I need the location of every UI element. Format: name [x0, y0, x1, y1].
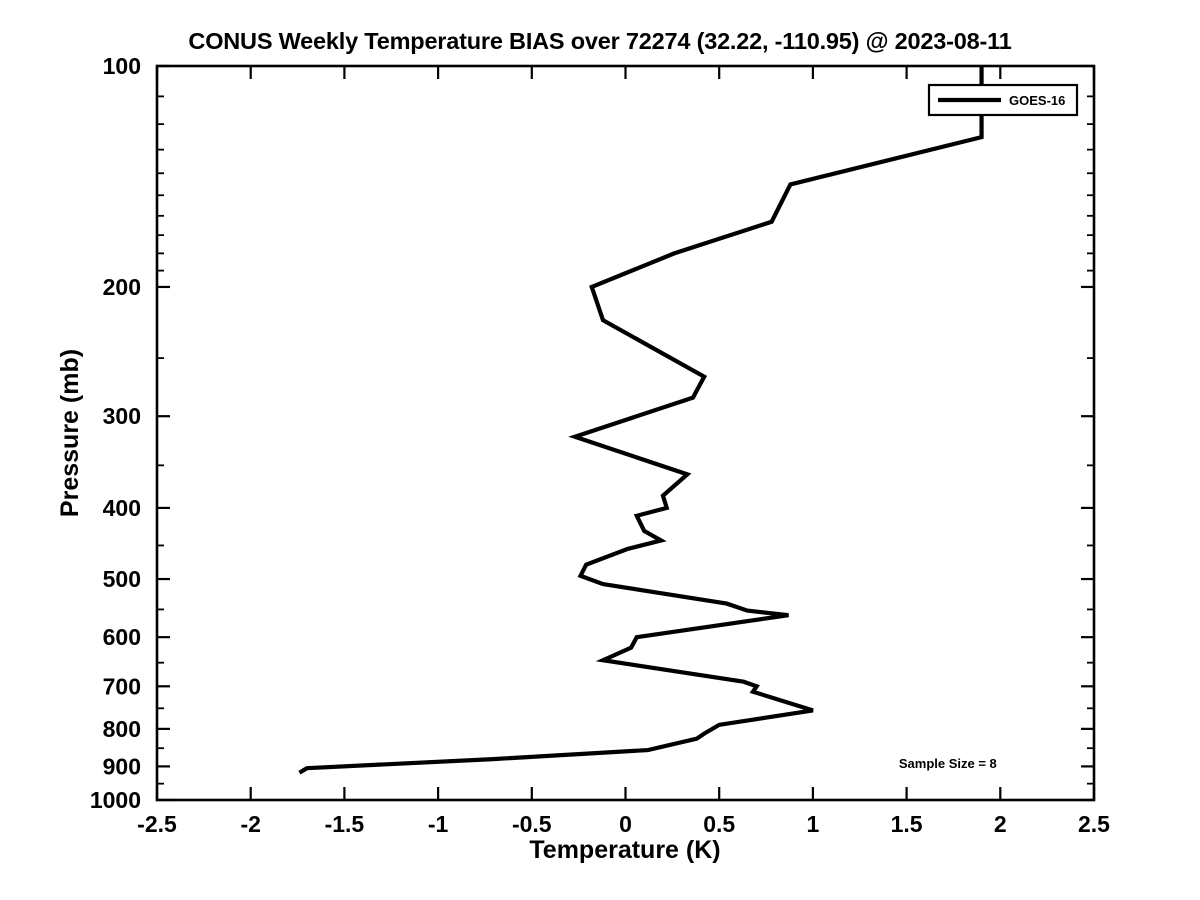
x-tick-label: 2 [994, 811, 1007, 837]
y-tick-label: 300 [103, 403, 141, 429]
x-tick-label: -2 [240, 811, 260, 837]
sample-size-annotation: Sample Size = 8 [899, 756, 997, 771]
chart-title: CONUS Weekly Temperature BIAS over 72274… [188, 28, 1012, 54]
y-axis-ticks: 100 200 300 400 500 600 700 800 900 1000 [90, 53, 1094, 813]
x-tick-label: 0.5 [703, 811, 735, 837]
chart-legend[interactable]: GOES-16 [927, 83, 1079, 117]
chart-annotations: Sample Size = 8 [899, 756, 997, 771]
y-tick-label: 600 [103, 624, 141, 650]
series-line-goes-16 [298, 66, 984, 775]
legend-label: GOES-16 [1009, 93, 1065, 108]
y-axis-label: Pressure (mb) [56, 349, 84, 517]
x-tick-label: 1.5 [891, 811, 923, 837]
y-tick-label: 900 [103, 753, 141, 779]
x-tick-label: -2.5 [137, 811, 177, 837]
y-tick-label: 500 [103, 566, 141, 592]
x-tick-label: -0.5 [512, 811, 552, 837]
axes-frame [155, 64, 1096, 802]
y-tick-label: 400 [103, 495, 141, 521]
y-tick-label: 1000 [90, 787, 141, 813]
x-tick-label: 0 [619, 811, 632, 837]
y-tick-label: 200 [103, 274, 141, 300]
x-tick-label: 2.5 [1078, 811, 1110, 837]
x-axis-label: Temperature (K) [529, 836, 720, 864]
x-tick-label: -1.5 [325, 811, 365, 837]
series-lines [298, 66, 984, 775]
y-tick-label: 700 [103, 673, 141, 699]
y-tick-label: 100 [103, 53, 141, 79]
x-tick-label: 1 [807, 811, 820, 837]
x-tick-label: -1 [428, 811, 449, 837]
x-axis-ticks: -2.5 -2 -1.5 -1 -0.5 0 0.5 1 1.5 2 2.5 [137, 66, 1110, 837]
y-tick-label: 800 [103, 716, 141, 742]
